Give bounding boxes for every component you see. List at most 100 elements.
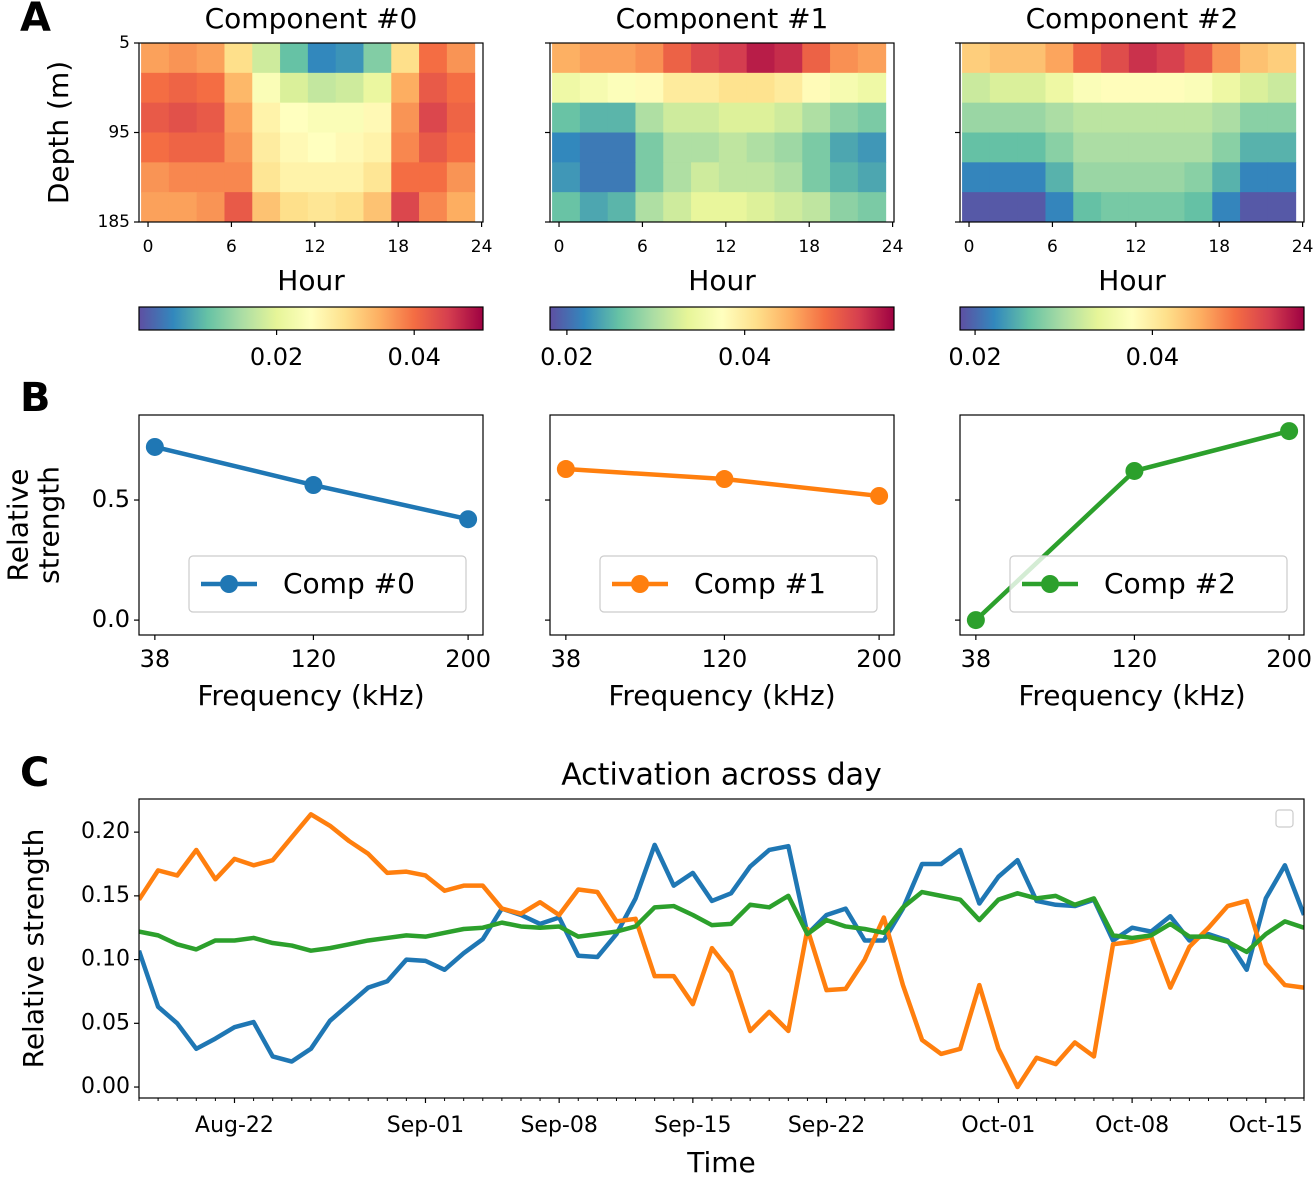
x-tick-label: 24 [1292, 237, 1314, 257]
y-tick-label: 0.0 [92, 605, 130, 633]
heatmap-cell [746, 162, 775, 193]
heatmap-cell [252, 43, 281, 74]
heatmap-cell [802, 43, 831, 74]
plot-frame [138, 798, 1305, 1099]
y-axis-label: Relative [2, 469, 35, 582]
chart-title: Component #1 [616, 2, 829, 35]
heatmap-cell [579, 132, 609, 163]
heatmap-cell [1073, 43, 1102, 74]
heatmap-cell [579, 192, 609, 223]
heatmap-cell [663, 132, 692, 163]
series-marker [556, 460, 575, 479]
heatmap-cell [663, 162, 692, 193]
heatmap-cell [774, 43, 803, 74]
heatmap-cell [579, 72, 609, 104]
heatmap-cell [774, 192, 803, 223]
heatmap-cell [746, 43, 775, 74]
heatmap-cell [1101, 43, 1130, 74]
y-tick-label: 0.00 [81, 1074, 130, 1099]
heatmap-cell [1045, 192, 1074, 223]
series-marker [304, 476, 323, 495]
heatmap-cell [196, 132, 225, 163]
heatmap-cell [1045, 43, 1074, 74]
heatmap-cell [446, 192, 476, 223]
heatmap-cell [224, 162, 253, 193]
heatmap-cell [607, 162, 636, 193]
heatmap-cell [1045, 72, 1074, 104]
series-marker [966, 611, 985, 630]
heatmap-cell [1267, 162, 1297, 193]
heatmap-cell [1017, 102, 1046, 133]
heatmap-cell [446, 72, 476, 104]
y-axis-label: strength [33, 466, 66, 584]
heatmap-cell [280, 132, 309, 163]
heatmap-cell [718, 162, 748, 193]
heatmap-cell [1101, 162, 1130, 193]
heatmap-cell [307, 43, 337, 74]
heatmap-cell [746, 72, 775, 104]
heatmap-cell [1101, 102, 1130, 133]
heatmap-cell [1101, 132, 1130, 163]
x-tick-label: 12 [1125, 237, 1147, 257]
heatmap-cell [280, 43, 309, 74]
heatmap-cell [691, 72, 720, 104]
heatmap-cell [746, 192, 775, 223]
heatmap-cell [307, 192, 337, 223]
heatmap-cell [1128, 192, 1158, 223]
heatmap-cell [335, 192, 364, 223]
x-axis-label: Hour [1098, 264, 1166, 297]
x-axis-label: Frequency (kHz) [197, 679, 424, 712]
heatmap-cell [280, 192, 309, 223]
heatmap-cell [363, 43, 392, 74]
plot-frame [138, 42, 484, 223]
heatmap-cell [830, 43, 859, 74]
x-tick-label: Sep-08 [520, 1113, 597, 1138]
colorbar-tick-label: 0.04 [718, 343, 771, 371]
heatmap-cell [552, 43, 581, 74]
y-tick-label: 0.15 [81, 883, 130, 908]
heatmap-cell [857, 102, 887, 133]
heatmap-cell [307, 102, 337, 133]
heatmap-cell [168, 162, 198, 193]
x-tick-label: 18 [387, 237, 409, 257]
series-marker [1125, 461, 1144, 480]
y-tick-label: 0.05 [81, 1010, 130, 1035]
heatmap-cell [1156, 192, 1185, 223]
heatmap-cell [419, 162, 448, 193]
heatmap-cell [1128, 72, 1158, 104]
x-tick-label: 18 [798, 237, 820, 257]
heatmap-cell [1073, 192, 1102, 223]
legend-marker [1041, 575, 1059, 593]
y-tick-label: 0.20 [81, 819, 130, 844]
heatmap-cell [391, 192, 420, 223]
x-tick-label: 12 [304, 237, 326, 257]
heatmap-cell [1073, 162, 1102, 193]
heatmap-cell [446, 132, 476, 163]
heatmap-cell [746, 102, 775, 133]
heatmap-cell [1156, 72, 1185, 104]
heatmap-cell [280, 102, 309, 133]
heatmap-cell [663, 192, 692, 223]
x-tick-label: 200 [1266, 645, 1312, 673]
heatmap-cell [691, 102, 720, 133]
heatmap-cell [774, 132, 803, 163]
y-tick-label: 0.10 [81, 947, 130, 972]
colorbar [959, 306, 1305, 331]
heatmap-cell [663, 43, 692, 74]
heatmap-cell [579, 43, 609, 74]
heatmap-cell [718, 102, 748, 133]
heatmap-cell [1128, 162, 1158, 193]
x-axis-label: Frequency (kHz) [1018, 679, 1245, 712]
heatmap-cell [1156, 102, 1185, 133]
x-tick-label: Oct-15 [1229, 1113, 1303, 1138]
legend-box [188, 555, 467, 613]
heatmap-cell [774, 162, 803, 193]
heatmap-cell [989, 192, 1019, 223]
heatmap-cell [802, 72, 831, 104]
series-marker [1280, 422, 1299, 441]
heatmap-cell [224, 102, 253, 133]
heatmap-cell [1128, 43, 1158, 74]
x-tick-label: Sep-15 [654, 1113, 731, 1138]
heatmap-cell [419, 132, 448, 163]
plot-frame [959, 414, 1305, 636]
